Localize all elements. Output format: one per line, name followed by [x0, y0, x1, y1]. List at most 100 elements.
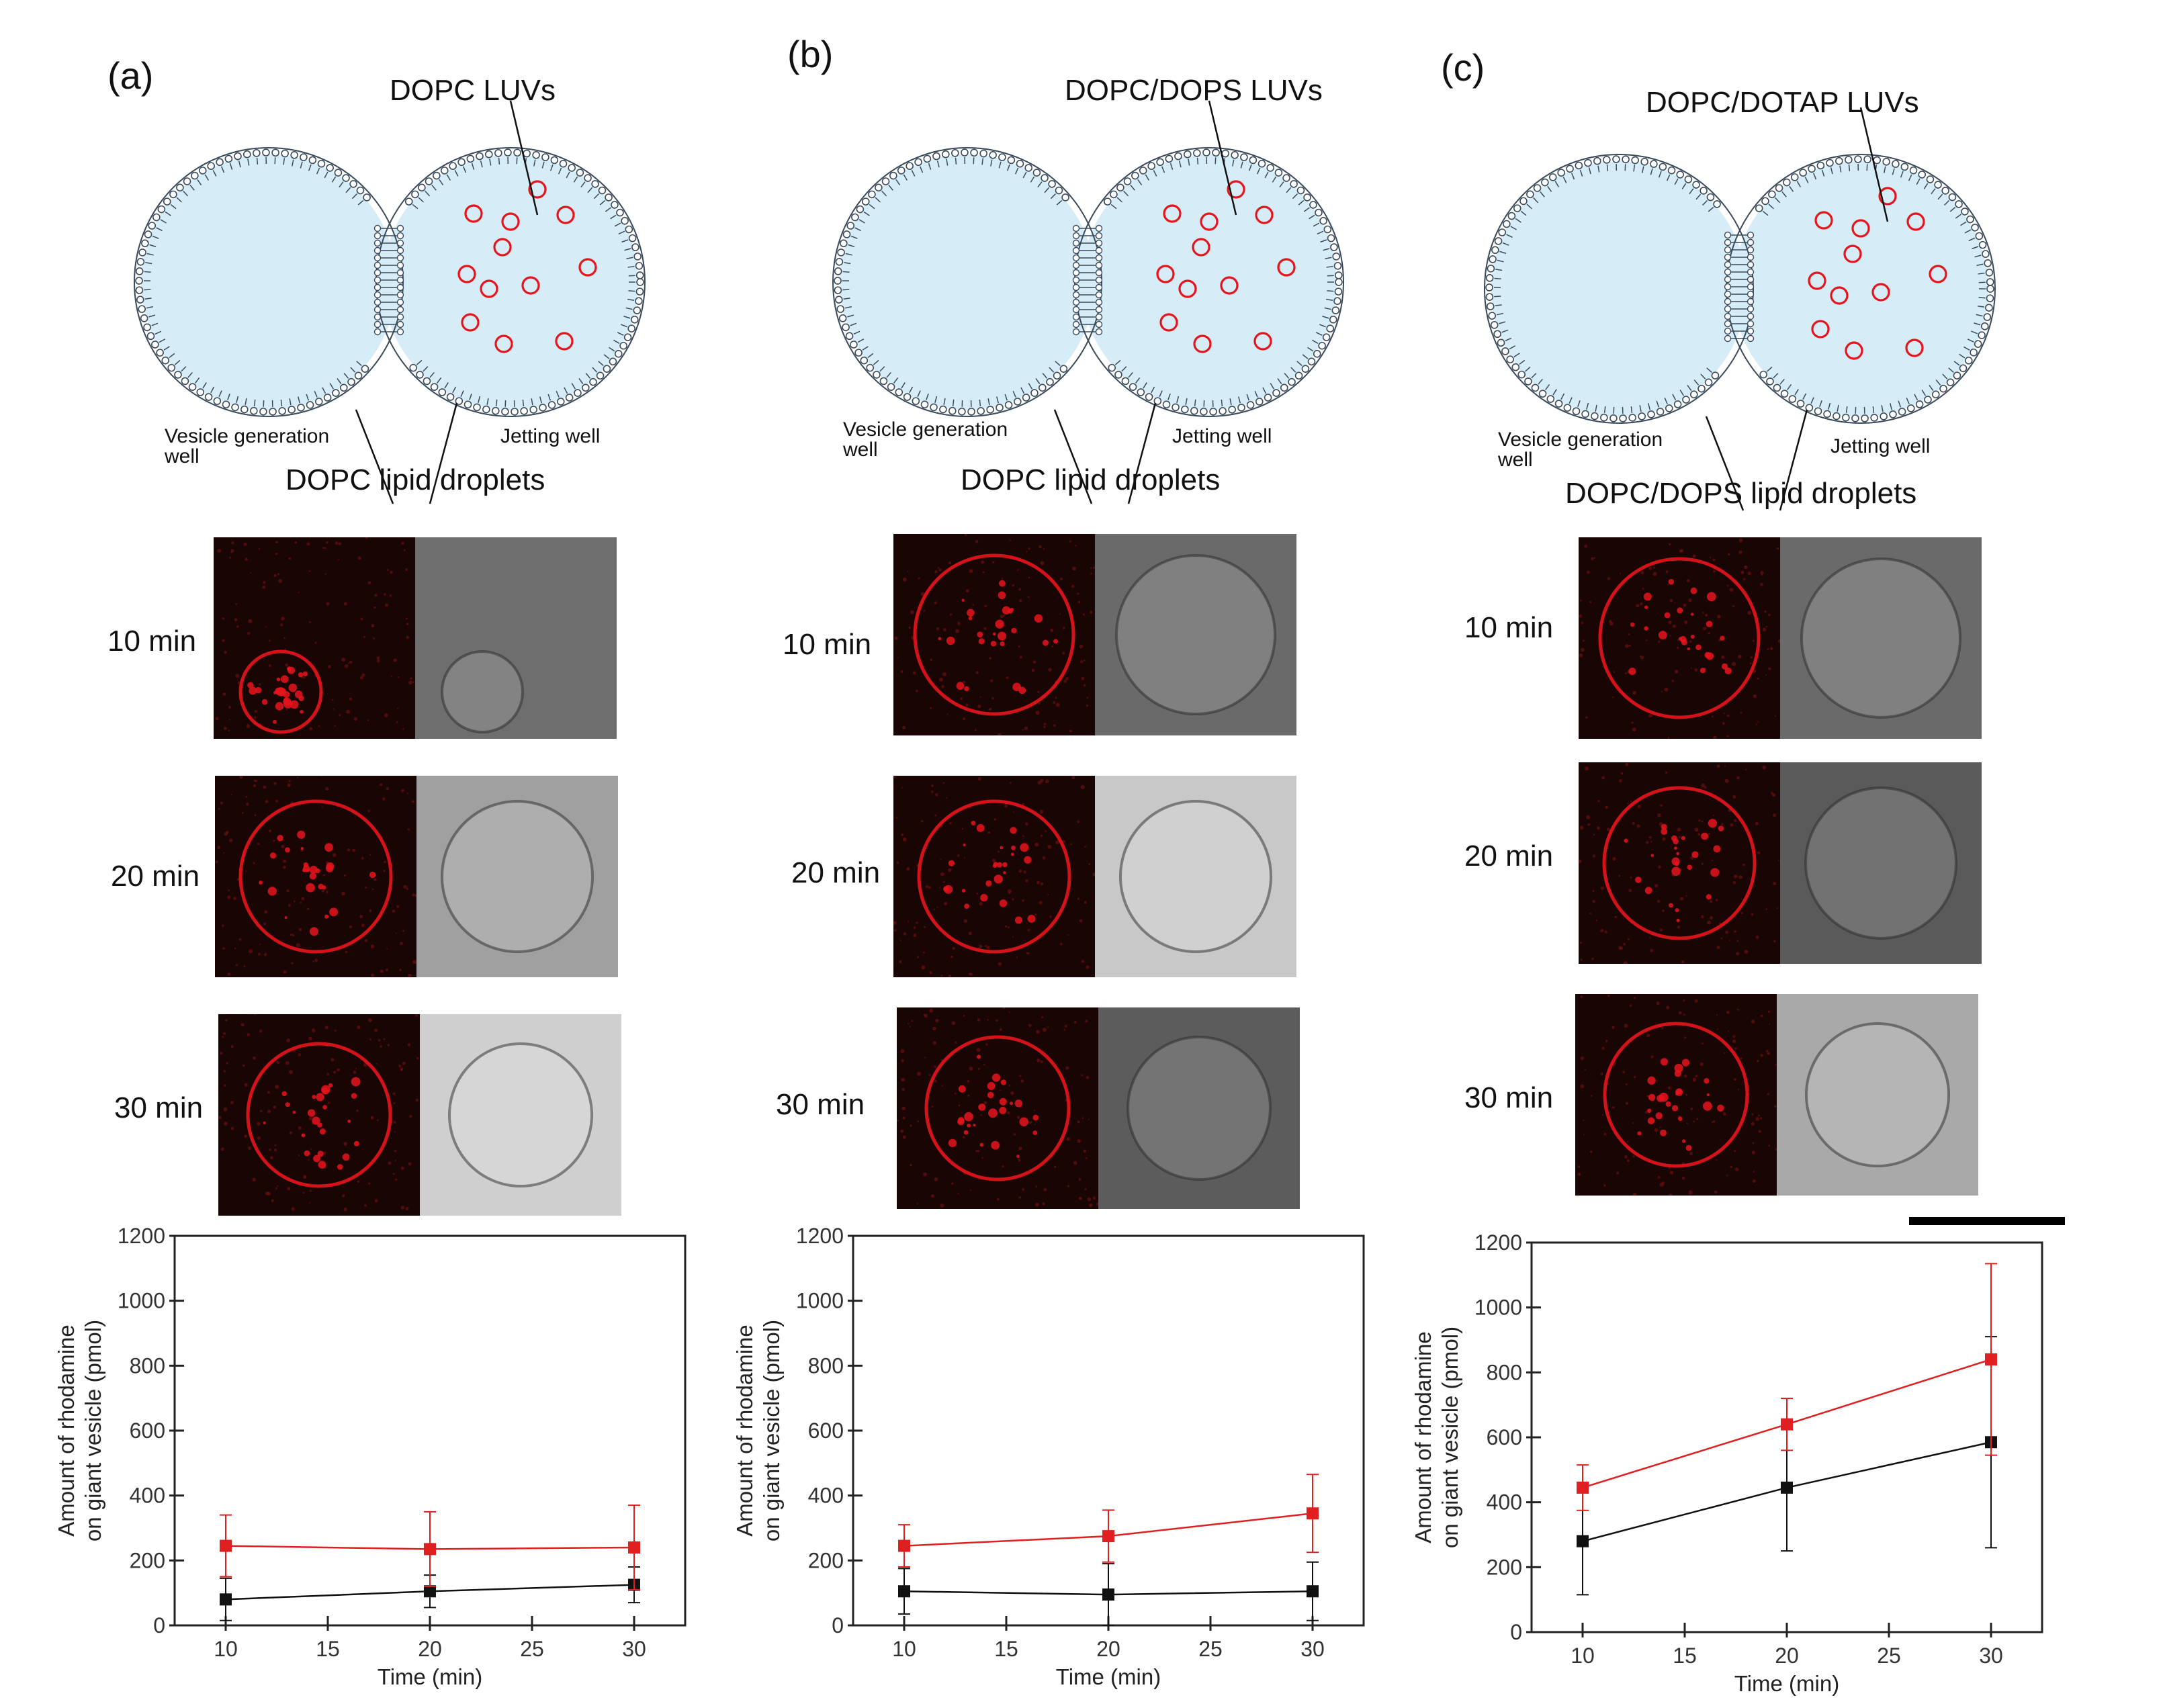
y-tick-label: 400: [1487, 1490, 1522, 1515]
luv-marker: [528, 180, 547, 199]
data-point: [898, 1539, 910, 1552]
luv-marker: [1253, 332, 1272, 351]
luv-marker: [521, 276, 540, 295]
y-tick-label: 1000: [1474, 1296, 1522, 1320]
luv-marker: [1851, 219, 1870, 238]
luv-marker: [464, 204, 483, 223]
data-point: [628, 1541, 640, 1554]
droplet-diagram: [134, 100, 646, 504]
luv-marker: [457, 265, 476, 283]
vesicle-outline: [1804, 786, 1957, 940]
vesicle-outline: [1800, 557, 1961, 719]
brightfield-image: [1098, 1007, 1300, 1209]
x-axis-label: Time (min): [1056, 1664, 1161, 1689]
luv-marker: [1906, 212, 1925, 231]
time-label: 10 min: [1464, 611, 1554, 644]
vesicle-generation-well: [141, 154, 396, 410]
droplet-label: DOPC lipid droplets: [961, 463, 1221, 496]
luv-marker: [1200, 212, 1219, 231]
vesicle-outline: [441, 800, 594, 953]
y-axis-label: Amount of rhodamine: [54, 1324, 79, 1537]
left-well-label: Vesicle generation well: [843, 418, 1008, 461]
data-point: [424, 1543, 436, 1556]
x-tick-label: 30: [1300, 1637, 1325, 1661]
vesicle-membrane: [1598, 557, 1761, 719]
y-tick-label: 1200: [118, 1224, 165, 1248]
data-point: [220, 1539, 232, 1552]
luv-marker: [461, 313, 480, 332]
right-well-label: Jetting well: [1172, 425, 1272, 447]
y-tick-label: 800: [808, 1353, 844, 1378]
y-tick-label: 600: [808, 1419, 844, 1443]
time-label: 20 min: [1464, 840, 1554, 872]
micrograph-20min: [1579, 762, 1982, 964]
luv-label: DOPC/DOPS LUVs: [1065, 74, 1323, 107]
y-tick-label: 0: [1510, 1620, 1522, 1644]
vesicle-membrane: [1602, 786, 1757, 940]
y-tick-label: 0: [832, 1613, 844, 1637]
luv-marker: [1814, 211, 1833, 230]
x-tick-label: 10: [214, 1637, 238, 1661]
luv-marker: [555, 332, 574, 351]
vesicle-generation-well: [1491, 161, 1747, 416]
scale-bar: [1909, 1217, 2065, 1225]
y-tick-label: 400: [808, 1484, 844, 1508]
data-point: [1307, 1507, 1319, 1520]
y-axis-label: on giant vesicle (pmol): [759, 1320, 784, 1541]
panel-label: (c): [1441, 46, 1485, 89]
time-label: 10 min: [107, 625, 197, 658]
data-point: [1577, 1481, 1589, 1494]
diagram-art: [134, 100, 646, 504]
vesicle-outline: [441, 650, 524, 733]
micrograph-20min: [215, 776, 618, 977]
brightfield-image: [1780, 762, 1982, 964]
vesicle-outline: [1119, 800, 1272, 953]
x-tick-label: 30: [1979, 1644, 2003, 1668]
jetting-well: [1082, 154, 1337, 410]
panel-c: (c) DOPC/DOTAP LUVs Vesicle generation w…: [1411, 0, 2163, 1708]
data-point: [1102, 1588, 1114, 1601]
left-well-label: Vesicle generation well: [1498, 429, 1663, 471]
x-tick-label: 25: [520, 1637, 544, 1661]
x-tick-label: 30: [622, 1637, 646, 1661]
fluorescence-image: [1579, 762, 1780, 964]
y-tick-label: 200: [130, 1548, 165, 1572]
vesicle-membrane: [246, 1042, 392, 1188]
y-tick-label: 1200: [1474, 1230, 1522, 1255]
luv-marker: [493, 238, 512, 257]
x-tick-label: 10: [892, 1637, 916, 1661]
luv-marker: [1193, 334, 1212, 353]
luv-marker: [1220, 276, 1239, 295]
luv-marker: [1843, 244, 1862, 263]
brightfield-image: [416, 776, 618, 977]
x-tick-label: 20: [1775, 1644, 1799, 1668]
jetting-well: [1733, 161, 1988, 416]
luv-label: DOPC LUVs: [390, 74, 556, 107]
x-tick-label: 25: [1877, 1644, 1901, 1668]
vesicle-membrane: [238, 649, 323, 734]
vesicle-generation-well: [840, 154, 1095, 410]
micrograph-30min: [897, 1007, 1300, 1209]
vesicle-membrane: [1603, 1022, 1749, 1168]
brightfield-image: [420, 1014, 621, 1216]
y-tick-label: 600: [1487, 1425, 1522, 1449]
brightfield-image: [1777, 994, 1978, 1196]
droplet-label: DOPC lipid droplets: [285, 463, 545, 496]
chart-a: 0 200 400 600 800 1000 1200 10 15 20 25 30 Time (min…: [54, 1224, 687, 1689]
fluorescence-image: [893, 776, 1095, 977]
vesicle-outline: [1127, 1036, 1272, 1181]
y-tick-label: 400: [130, 1484, 165, 1508]
data-point: [1577, 1535, 1589, 1547]
brightfield-image: [1780, 537, 1982, 739]
vesicle-outline: [1805, 1022, 1950, 1167]
luv-marker: [1192, 238, 1210, 257]
data-point: [424, 1585, 436, 1598]
time-label: 30 min: [1464, 1081, 1554, 1114]
luv-marker: [1163, 204, 1182, 223]
droplet-diagram: [832, 100, 1344, 504]
luv-marker: [556, 206, 575, 224]
data-point: [1102, 1530, 1114, 1543]
data-point: [898, 1585, 910, 1598]
chart-b: 0 200 400 600 800 1000 1200 10 15 20 25 30 Time (min…: [732, 1224, 1365, 1689]
time-label: 20 min: [791, 856, 881, 889]
